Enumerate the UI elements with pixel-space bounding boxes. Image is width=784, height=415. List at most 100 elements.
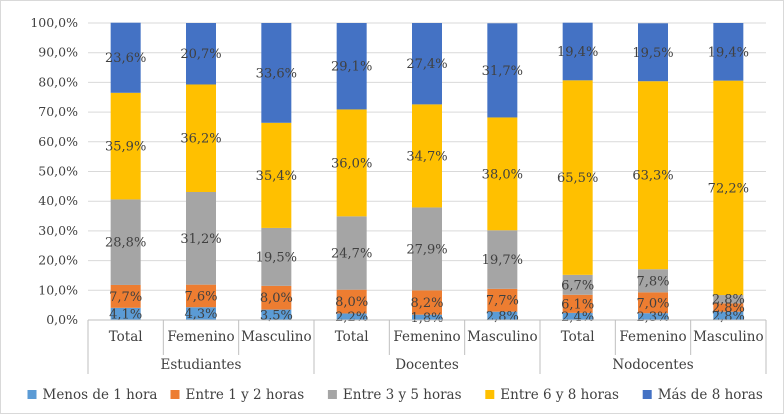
x-group-label: Nodocentes [612, 357, 693, 373]
data-label: 8,0% [260, 291, 293, 306]
data-label: 8,2% [410, 296, 443, 311]
bar-segment [186, 84, 216, 192]
bar-segment [186, 307, 216, 320]
data-label: 7,8% [636, 274, 669, 289]
data-label: 19,7% [482, 253, 523, 268]
y-tick-label: 20,0% [38, 253, 78, 268]
bar-segment [186, 191, 216, 285]
bar-segment [261, 23, 292, 123]
data-label: 7,0% [636, 296, 669, 311]
bar-segment [638, 269, 668, 293]
data-label: 38,0% [482, 167, 523, 182]
data-label: 4,1% [109, 307, 142, 322]
bar-segment [638, 292, 668, 314]
legend-swatch [327, 390, 337, 399]
data-label: 72,2% [708, 181, 749, 196]
data-label: 19,5% [256, 250, 297, 265]
bar-segment [261, 309, 292, 320]
data-label: 2,8% [712, 301, 745, 316]
bar-segment [713, 295, 744, 304]
legend-item: Entre 1 y 2 horas [170, 387, 305, 403]
bar-segment [487, 311, 518, 320]
x-category-label: Femenino [619, 329, 686, 345]
data-label: 19,5% [632, 46, 673, 61]
bar-segment [562, 274, 593, 295]
data-label: 2,4% [561, 310, 594, 325]
bar-segment [562, 22, 593, 81]
bar-segment [412, 290, 442, 315]
legend-label: Más de 8 horas [658, 387, 763, 403]
bar-segment [110, 92, 141, 200]
y-tick-label: 100,0% [30, 15, 78, 30]
data-label: 35,4% [256, 169, 297, 184]
x-group-label: Estudiantes [161, 357, 242, 373]
legend-item: Entre 3 y 5 horas [327, 387, 462, 403]
bar-segment [336, 23, 367, 110]
data-label: 19,4% [708, 45, 749, 60]
data-label: 2,8% [712, 293, 745, 308]
y-tick-label: 60,0% [38, 134, 78, 149]
data-label: 6,1% [561, 297, 594, 312]
data-labels: 4,1% 7,7% 28,8% 35,9% 23,6% 4,3% 7,6% 31,2% 36,2… [105, 45, 749, 326]
x-category-label: Femenino [167, 329, 234, 345]
bar-segment [487, 230, 518, 289]
data-label: 24,7% [331, 247, 372, 262]
bar-segment [487, 23, 518, 118]
y-tick-label: 0,0% [46, 312, 78, 327]
y-tick-label: 40,0% [38, 193, 78, 208]
bar-segment [713, 303, 744, 312]
bar-segment [713, 23, 744, 81]
legend-swatch [642, 390, 652, 399]
bar-segment [336, 109, 367, 217]
legend-swatch [27, 390, 37, 399]
bar-segment [110, 199, 141, 285]
bar-segment [412, 23, 442, 105]
y-tick-label: 10,0% [38, 282, 78, 297]
legend-item: Entre 6 y 8 horas [485, 387, 619, 403]
data-label: 7,7% [486, 294, 519, 309]
bar-segment [110, 284, 141, 308]
bar-segment [261, 227, 292, 286]
x-category-label: Total [561, 329, 595, 345]
bar-segment [110, 22, 141, 93]
bar-segment [186, 23, 216, 85]
y-tick-label: 90,0% [38, 45, 78, 60]
data-label: 33,6% [256, 66, 297, 81]
bar-segment [412, 207, 442, 291]
legend-label: Entre 6 y 8 horas [500, 387, 619, 403]
x-category-label: Masculino [693, 329, 764, 345]
data-label: 31,7% [482, 64, 523, 79]
bar-segment [487, 288, 518, 312]
bar-segment [713, 311, 744, 320]
bar-segment [487, 117, 518, 231]
bar-segment [562, 294, 593, 313]
bar-segment [562, 80, 593, 275]
data-label: 36,2% [180, 132, 221, 147]
data-label: 35,9% [105, 140, 146, 155]
bar-segment [638, 81, 668, 270]
legend-label: Entre 1 y 2 horas [186, 387, 305, 403]
bar-segment [336, 313, 367, 320]
x-category-label: Femenino [393, 329, 460, 345]
data-label: 63,3% [632, 169, 673, 184]
legend-item: Menos de 1 hora [27, 387, 157, 403]
data-label: 2,8% [486, 309, 519, 324]
bar-segment [562, 312, 593, 320]
bar-segment [638, 313, 668, 320]
data-label: 23,6% [105, 51, 146, 66]
data-label: 27,9% [406, 242, 447, 257]
data-label: 27,4% [406, 57, 447, 72]
bar-segment [713, 80, 744, 296]
axes: 0,0% 10,0% 20,0% 30,0% 40,0% 50,0% 60,0% 70,0% 8… [30, 15, 767, 374]
data-label: 7,7% [109, 290, 142, 305]
data-label: 36,0% [331, 156, 372, 171]
bar-segment [336, 216, 367, 290]
data-label: 3,5% [260, 308, 293, 323]
bar-segment [412, 104, 442, 208]
legend: Menos de 1 hora Entre 1 y 2 horas Entre 3 … [27, 387, 763, 403]
data-label: 2,3% [636, 310, 669, 325]
legend-label: Entre 3 y 5 horas [343, 387, 462, 403]
x-category-label: Masculino [241, 329, 312, 345]
bar-segment [638, 23, 668, 82]
